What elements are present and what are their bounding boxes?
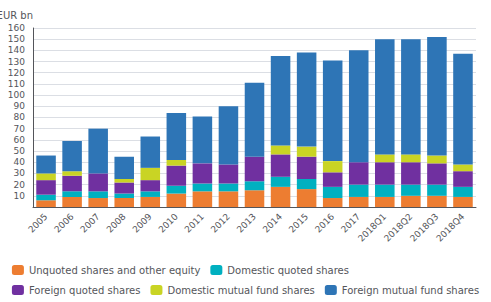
svg-text:30: 30: [14, 168, 26, 178]
svg-text:2018Q4: 2018Q4: [434, 211, 466, 243]
svg-text:10: 10: [14, 191, 26, 201]
svg-text:Foreign quoted shares: Foreign quoted shares: [29, 285, 141, 296]
svg-text:2015: 2015: [287, 211, 310, 234]
svg-text:70: 70: [14, 124, 26, 134]
svg-text:150: 150: [8, 34, 25, 44]
svg-text:2018Q2: 2018Q2: [382, 211, 415, 244]
svg-text:2006: 2006: [52, 211, 75, 234]
svg-text:2008: 2008: [105, 211, 128, 234]
svg-text:2018Q3: 2018Q3: [408, 211, 441, 244]
svg-text:2009: 2009: [131, 211, 154, 234]
svg-text:20: 20: [14, 180, 26, 190]
svg-text:60: 60: [14, 135, 26, 145]
svg-text:2017: 2017: [339, 211, 362, 234]
svg-text:80: 80: [14, 112, 26, 122]
svg-text:2012: 2012: [209, 211, 232, 234]
svg-text:Unquoted shares and other equi: Unquoted shares and other equity: [29, 265, 201, 276]
svg-text:100: 100: [8, 90, 25, 100]
svg-text:90: 90: [14, 101, 26, 111]
svg-text:2007: 2007: [78, 211, 101, 234]
svg-text:2018Q1: 2018Q1: [356, 211, 389, 244]
svg-text:Domestic mutual fund shares: Domestic mutual fund shares: [167, 285, 314, 296]
svg-text:130: 130: [8, 57, 25, 67]
svg-text:2014: 2014: [261, 211, 284, 234]
svg-text:Foreign mutual fund shares: Foreign mutual fund shares: [342, 285, 479, 296]
svg-text:EUR bn: EUR bn: [0, 10, 33, 21]
svg-text:140: 140: [8, 45, 25, 55]
svg-text:Domestic quoted shares: Domestic quoted shares: [227, 265, 349, 276]
svg-text:50: 50: [14, 146, 26, 156]
svg-text:2005: 2005: [26, 211, 49, 234]
svg-text:2011: 2011: [183, 211, 206, 234]
svg-text:2013: 2013: [235, 211, 258, 234]
svg-text:110: 110: [8, 79, 25, 89]
svg-text:160: 160: [8, 23, 25, 33]
svg-text:2016: 2016: [313, 211, 336, 234]
svg-text:40: 40: [14, 157, 26, 167]
svg-text:120: 120: [8, 68, 25, 78]
svg-text:2010: 2010: [157, 211, 180, 234]
